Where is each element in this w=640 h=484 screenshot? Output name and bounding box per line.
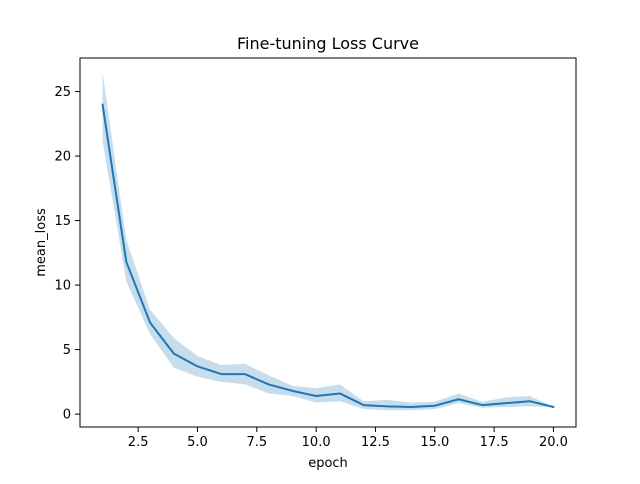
confidence-band (102, 72, 554, 411)
x-tick-label: 2.5 (128, 435, 149, 450)
x-tick-label: 7.5 (246, 435, 267, 450)
x-tick-label: 20.0 (539, 435, 568, 450)
y-tick-label: 5 (63, 343, 71, 358)
y-tick-label: 0 (63, 408, 71, 423)
plot-area (101, 72, 555, 411)
x-tick-label: 12.5 (361, 435, 390, 450)
y-tick-label: 10 (54, 279, 71, 294)
y-tick-label: 15 (54, 214, 71, 229)
chart-title: Fine-tuning Loss Curve (237, 34, 419, 53)
x-tick-label: 10.0 (302, 435, 331, 450)
y-tick-label: 20 (54, 150, 71, 165)
y-tick-label: 25 (54, 85, 71, 100)
x-tick-label: 15.0 (420, 435, 449, 450)
series-line (101, 103, 555, 408)
x-tick-label: 5.0 (187, 435, 208, 450)
x-axis: 2.5 5.0 7.5 10.0 12.5 15.0 17.5 20.0 (128, 427, 568, 450)
y-axis: 0 5 10 15 20 25 (54, 85, 80, 423)
plot-frame (79, 57, 577, 428)
x-tick-label: 17.5 (480, 435, 509, 450)
y-axis-label: mean_loss (34, 208, 49, 277)
x-axis-label: epoch (308, 456, 348, 471)
